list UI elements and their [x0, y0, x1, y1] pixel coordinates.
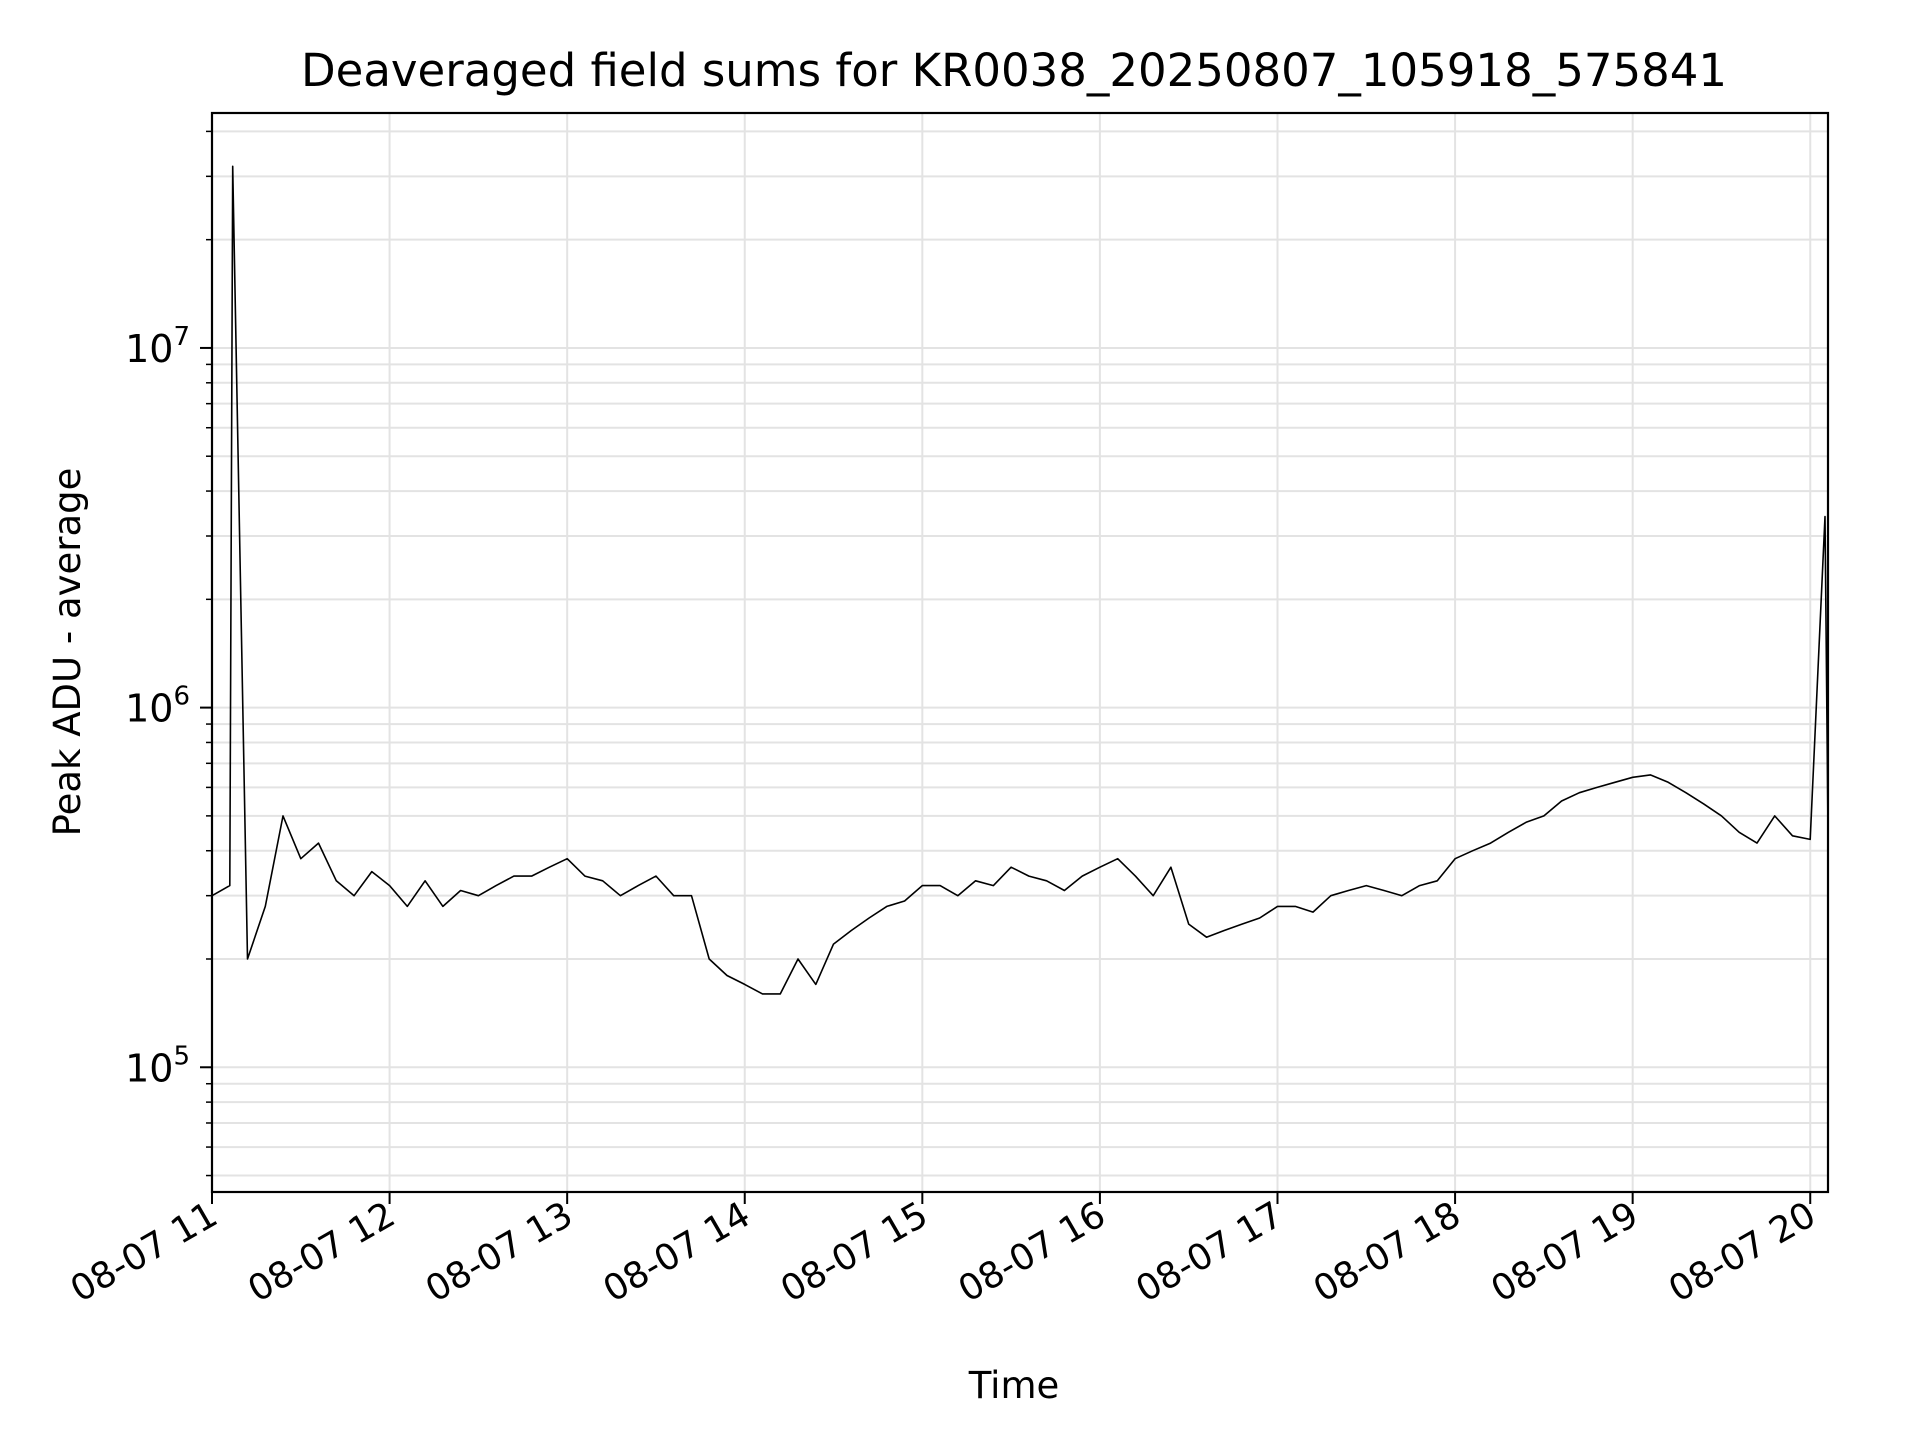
chart-title: Deaveraged field sums for KR0038_2025080…: [301, 44, 1727, 97]
y-tick-base: 10: [125, 327, 173, 371]
x-tick-label: 08-07 13: [419, 1194, 580, 1310]
y-axis-label: Peak ADU - average: [46, 468, 89, 837]
y-tick-exponent: 5: [173, 1041, 190, 1071]
x-tick-label: 08-07 17: [1129, 1194, 1290, 1310]
x-axis-label: Time: [968, 1364, 1060, 1407]
grid: [211, 113, 1828, 1192]
x-tick-label: 08-07 12: [241, 1194, 402, 1310]
plot-frame: [210, 111, 1830, 1194]
y-tick-exponent: 7: [173, 322, 190, 352]
y-tick-label: 105: [125, 1041, 190, 1090]
y-tick-base: 10: [125, 1046, 173, 1090]
ticks: 08-07 11 08-07 12 08-07 13 08-07 14 08-07 15…: [64, 130, 1823, 1311]
y-tick-exponent: 6: [173, 682, 190, 712]
x-tick-label: 08-07 20: [1662, 1194, 1823, 1310]
y-tick-base: 10: [125, 687, 173, 731]
y-tick-label: 107: [125, 322, 190, 371]
series-line: [211, 165, 1829, 995]
series: [211, 165, 1829, 995]
x-tick-label: 08-07 18: [1307, 1194, 1468, 1310]
x-tick-label: 08-07 15: [774, 1194, 935, 1310]
x-tick-label: 08-07 11: [64, 1194, 225, 1310]
x-tick-label: 08-07 14: [597, 1194, 758, 1310]
x-tick-label: 08-07 19: [1484, 1194, 1645, 1310]
x-tick-label: 08-07 16: [952, 1194, 1113, 1310]
y-tick-label: 106: [125, 682, 190, 731]
